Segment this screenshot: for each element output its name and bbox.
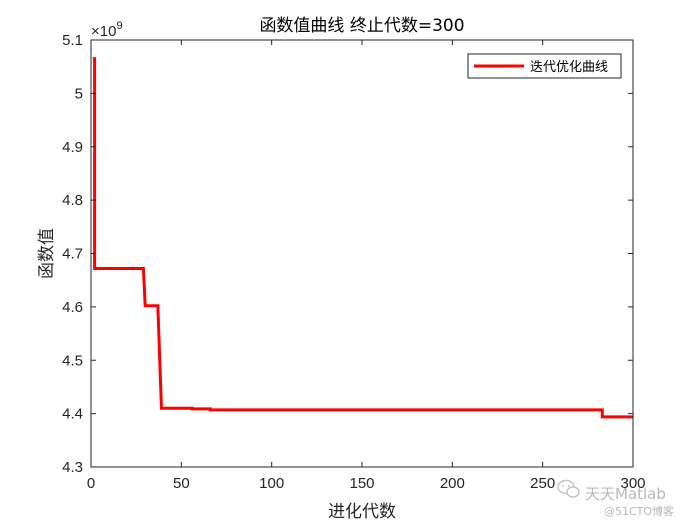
x-tick-label: 100 xyxy=(259,475,284,492)
watermark-brand: 天天Matlab xyxy=(585,485,666,503)
x-tick-label: 300 xyxy=(620,475,645,492)
y-axis-label: 函数值 xyxy=(37,228,57,279)
y-tick-label: 4.9 xyxy=(62,139,83,156)
chart-title: 函数值曲线 终止代数=300 xyxy=(259,16,464,36)
y-exponent-power: 9 xyxy=(116,20,122,32)
y-axis-exponent: ×109 xyxy=(91,20,123,40)
y-axis: 4.3 4.4 4.5 4.6 4.7 4.8 4.9 5 5.1 xyxy=(62,32,633,476)
x-axis: 0 50 100 150 200 250 300 xyxy=(87,40,646,492)
y-tick-label: 4.4 xyxy=(62,406,83,423)
x-tick-label: 200 xyxy=(440,475,465,492)
series-layer xyxy=(92,57,633,419)
watermark: 天天Matlab @51CTO博客 xyxy=(557,479,674,518)
y-tick-label: 4.8 xyxy=(62,192,83,209)
legend: 迭代优化曲线 xyxy=(467,53,622,79)
y-tick-label: 5.1 xyxy=(62,32,83,49)
wechat-icon xyxy=(557,479,580,498)
y-tick-label: 4.3 xyxy=(62,459,83,476)
y-tick-label: 5 xyxy=(75,85,83,102)
x-tick-label: 50 xyxy=(173,475,190,492)
y-tick-label: 4.7 xyxy=(62,246,83,263)
x-tick-label: 150 xyxy=(349,475,374,492)
x-tick-label: 0 xyxy=(87,475,95,492)
watermark-site: @51CTO博客 xyxy=(604,504,674,518)
x-tick-label: 250 xyxy=(530,475,555,492)
series-line xyxy=(92,57,633,419)
y-tick-label: 4.5 xyxy=(62,352,83,369)
legend-entry: 迭代优化曲线 xyxy=(530,60,608,75)
y-exponent-base: ×10 xyxy=(91,23,116,40)
plot-area xyxy=(91,40,633,467)
x-axis-label: 进化代数 xyxy=(328,502,396,522)
y-tick-label: 4.6 xyxy=(62,299,83,316)
